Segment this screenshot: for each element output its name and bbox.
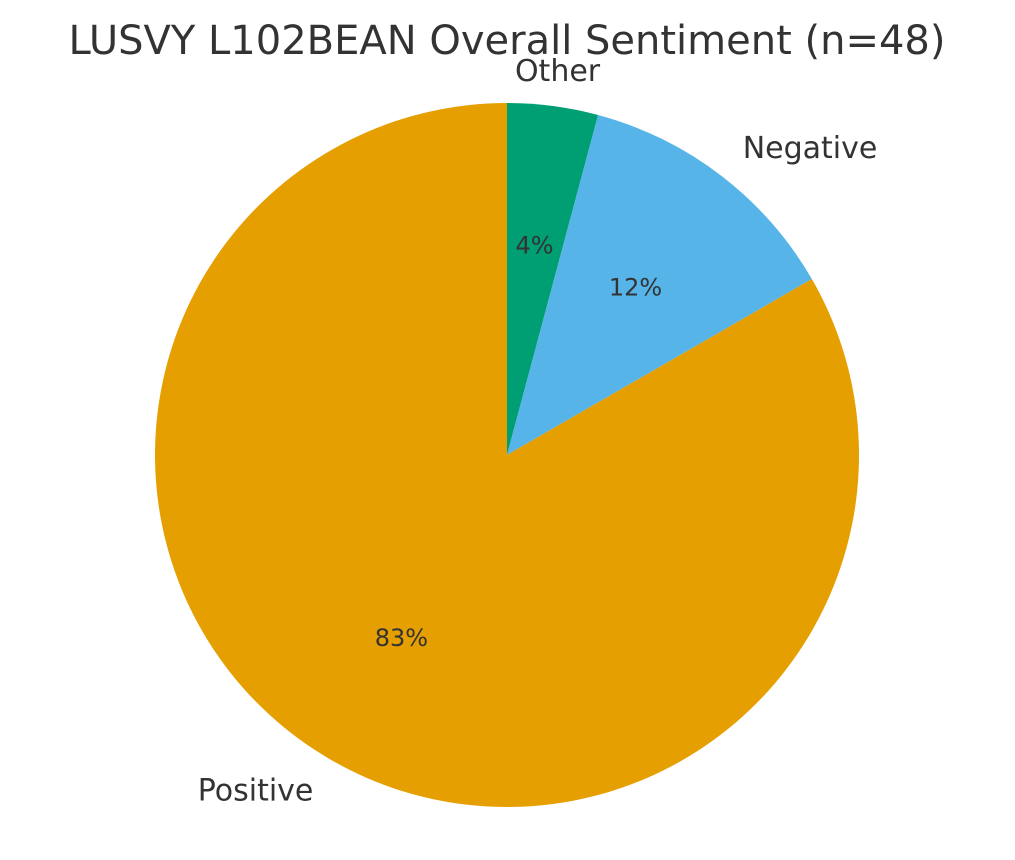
slice-label-positive: Positive	[198, 773, 314, 808]
pie-slices	[155, 103, 859, 808]
chart-title: LUSVY L102BEAN Overall Sentiment (n=48)	[69, 18, 946, 64]
slice-pct-label-positive: 83%	[375, 624, 428, 652]
slice-pct-label-other: 4%	[516, 232, 554, 260]
pie-slice-other	[507, 103, 599, 455]
pie-slice-positive	[155, 103, 859, 808]
pie-labels: Other 4% Negative 12% Positive 83%	[198, 54, 878, 808]
slice-pct-label-negative: 12%	[609, 273, 662, 301]
slice-label-negative: Negative	[743, 131, 878, 166]
slice-label-other: Other	[515, 54, 601, 89]
pie-slice-negative	[507, 114, 812, 455]
